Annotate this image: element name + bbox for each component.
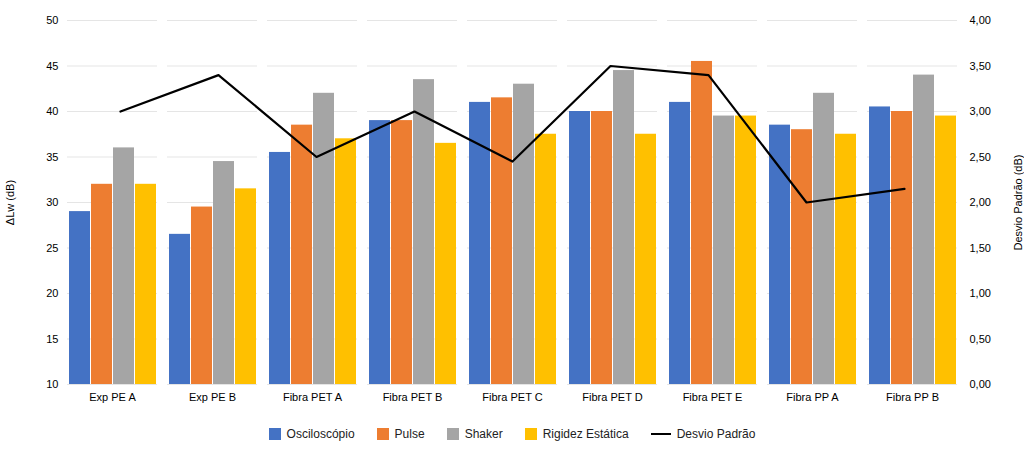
svg-text:1,00: 1,00 <box>970 287 991 299</box>
svg-text:Fibra PP B: Fibra PP B <box>886 391 939 403</box>
svg-text:10: 10 <box>46 378 58 390</box>
svg-text:0,50: 0,50 <box>970 333 991 345</box>
svg-text:40: 40 <box>46 105 58 117</box>
svg-text:Exp PE A: Exp PE A <box>89 391 136 403</box>
svg-text:Fibra PET C: Fibra PET C <box>482 391 542 403</box>
html-text:Osciloscópio: Osciloscópio <box>286 427 355 441</box>
svg-text:1,50: 1,50 <box>970 242 991 254</box>
svg-text:15: 15 <box>46 333 58 345</box>
svg-text:Fibra PET B: Fibra PET B <box>383 391 443 403</box>
html-text:Pulse: Pulse <box>394 427 425 441</box>
svg-text:4,00: 4,00 <box>970 14 991 26</box>
html-text:Desvio Padrão: Desvio Padrão <box>676 427 756 441</box>
svg-text:Fibra PET A: Fibra PET A <box>283 391 343 403</box>
svg-text:0,00: 0,00 <box>970 378 991 390</box>
svg-text:30: 30 <box>46 196 58 208</box>
svg-text:50: 50 <box>46 14 58 26</box>
svg-text:ΔLw (dB): ΔLw (dB) <box>4 180 16 225</box>
html-text:Shaker: Shaker <box>464 427 503 441</box>
svg-text:Exp PE B: Exp PE B <box>189 391 236 403</box>
svg-text:35: 35 <box>46 151 58 163</box>
svg-text:Fibra PP A: Fibra PP A <box>786 391 839 403</box>
svg-text:45: 45 <box>46 60 58 72</box>
html-text:Rigidez Estática: Rigidez Estática <box>542 427 629 441</box>
svg-text:2,00: 2,00 <box>970 196 991 208</box>
svg-text:20: 20 <box>46 287 58 299</box>
svg-text:Desvio Padrão (dB): Desvio Padrão (dB) <box>1012 155 1024 251</box>
svg-text:2,50: 2,50 <box>970 151 991 163</box>
svg-text:Fibra PET E: Fibra PET E <box>683 391 743 403</box>
svg-text:Fibra PET D: Fibra PET D <box>582 391 642 403</box>
svg-text:3,50: 3,50 <box>970 60 991 72</box>
svg-text:25: 25 <box>46 242 58 254</box>
svg-text:3,00: 3,00 <box>970 105 991 117</box>
